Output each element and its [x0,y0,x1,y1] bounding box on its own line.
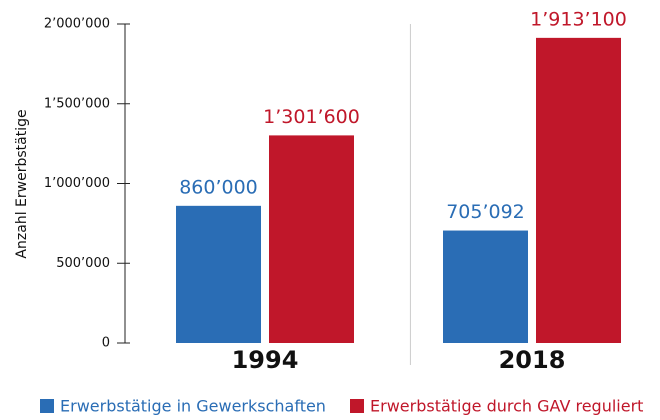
y-tick-label: 500’000 [56,256,110,271]
value-label: 705’092 [446,201,525,223]
bar [443,230,528,343]
y-axis-label: Anzahl Erwerbstätige [14,109,30,258]
legend-label: Erwerbstätige durch GAV reguliert [370,397,643,416]
bar [176,205,261,343]
value-label: 860’000 [179,176,258,198]
x-tick-label: 1994 [232,346,299,374]
value-label: 1’913’100 [530,8,627,30]
bar [536,37,621,344]
legend-label: Erwerbstätige in Gewerkschaften [60,397,326,416]
legend-swatch [350,399,364,413]
y-tick-label: 0 [102,336,110,351]
y-tick-label: 1’500’000 [44,96,110,111]
y-tick-label: 2’000’000 [44,17,110,32]
x-tick-label: 2018 [499,346,566,374]
y-tick-label: 1’000’000 [44,176,110,191]
bar [269,135,354,343]
legend-swatch [40,399,54,413]
value-label: 1’301’600 [263,106,360,128]
